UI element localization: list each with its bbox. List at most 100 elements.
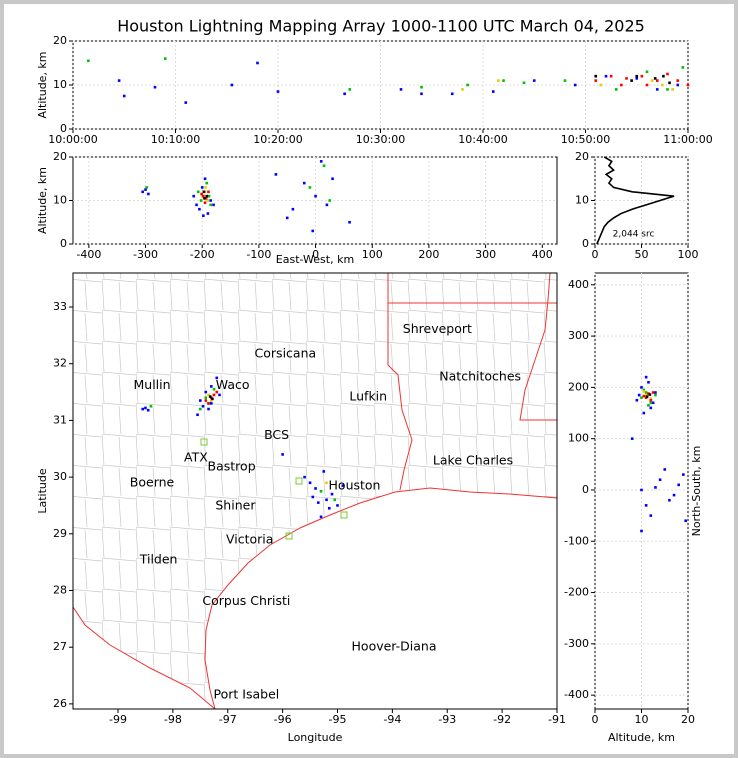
point (684, 519, 687, 523)
x-tick-label: -300 (133, 248, 158, 261)
x-tick-label: 100 (678, 248, 699, 261)
chart-title: Houston Lightning Mapping Array 1000-110… (117, 17, 645, 36)
point (117, 79, 121, 82)
x-tick-label: 0 (312, 248, 319, 261)
y-tick-label: 10 (53, 78, 67, 91)
point (594, 74, 598, 78)
point (420, 92, 423, 96)
point (635, 77, 639, 80)
point (207, 194, 211, 198)
point (654, 393, 657, 397)
point (122, 94, 126, 98)
point (647, 380, 650, 384)
point (676, 79, 680, 82)
point (654, 391, 657, 394)
x-tick-label: -98 (164, 713, 182, 726)
point (650, 79, 654, 82)
point (325, 498, 328, 502)
point (644, 375, 648, 379)
point (202, 194, 205, 198)
point (604, 74, 608, 78)
point (311, 229, 315, 233)
point (209, 203, 213, 207)
point (620, 83, 623, 87)
point (666, 72, 669, 76)
point (466, 83, 469, 87)
point (668, 498, 671, 502)
y-tick-label: 20 (575, 150, 589, 163)
y-tick-label: 30 (53, 470, 67, 483)
annotation: Lake Charles (433, 453, 513, 468)
point (207, 190, 210, 194)
annotation: Houston (329, 478, 381, 493)
point (651, 391, 655, 394)
x-axis-label: East-West, km (276, 253, 354, 266)
point (195, 203, 198, 207)
line (596, 156, 675, 245)
point (640, 74, 644, 78)
point (649, 514, 653, 517)
point (343, 92, 346, 96)
point (144, 188, 147, 191)
point (663, 468, 667, 471)
x-axis-label: Longitude (288, 731, 343, 744)
point (676, 83, 680, 87)
point (308, 186, 312, 189)
point (644, 391, 648, 394)
y-tick-label: -300 (564, 637, 589, 650)
y-tick-label: 20 (53, 34, 67, 47)
point (322, 164, 326, 167)
point (668, 81, 671, 85)
annotation: Port Isabel (214, 686, 280, 701)
point (276, 90, 280, 93)
x-tick-label: 100 (362, 248, 383, 261)
mexico (73, 606, 216, 709)
point (640, 488, 643, 492)
x-tick-label: -93 (438, 713, 456, 726)
y-tick-label: 26 (53, 697, 67, 710)
point (209, 402, 213, 405)
point (199, 399, 202, 402)
y-axis-label: Latitude (36, 468, 49, 514)
point (146, 408, 150, 412)
y-tick-label: -200 (564, 586, 589, 599)
point (645, 83, 649, 87)
point (256, 61, 259, 65)
point (206, 212, 210, 215)
point (348, 220, 351, 224)
point (274, 173, 278, 176)
point (207, 407, 210, 411)
point (647, 404, 650, 407)
point (502, 79, 505, 82)
annotation: ATX (184, 449, 208, 464)
station (285, 532, 293, 540)
point (682, 473, 685, 476)
point (209, 399, 213, 402)
x-tick-label: 50 (635, 248, 649, 261)
point (199, 199, 203, 202)
point (212, 203, 215, 207)
point (192, 194, 196, 198)
point (681, 66, 685, 69)
point (316, 501, 320, 504)
point (200, 192, 203, 196)
point (203, 177, 207, 181)
x-tick-label: 400 (532, 248, 553, 261)
y-tick-label: 0 (582, 483, 589, 496)
annotation: Shreveport (403, 321, 472, 336)
point (341, 484, 345, 487)
point (336, 504, 339, 507)
map-background (73, 273, 557, 709)
point (644, 393, 648, 397)
point (640, 529, 643, 533)
point (325, 481, 328, 485)
point (203, 197, 206, 200)
point (319, 489, 323, 493)
x-tick-label: 0 (592, 248, 599, 261)
station (295, 477, 303, 485)
point (522, 81, 526, 85)
annotation: Waco (216, 377, 250, 392)
point (308, 481, 312, 485)
annotation: Lufkin (349, 389, 387, 404)
x-tick-label: -92 (493, 713, 511, 726)
